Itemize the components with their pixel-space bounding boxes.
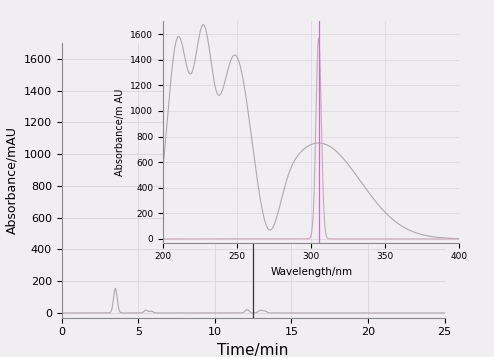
X-axis label: Wavelength/nm: Wavelength/nm xyxy=(270,267,352,277)
Text: I: I xyxy=(253,57,257,70)
X-axis label: Time/min: Time/min xyxy=(217,343,289,357)
Y-axis label: Absorbance/mAU: Absorbance/mAU xyxy=(5,126,18,234)
Y-axis label: Absorbance/m AU: Absorbance/m AU xyxy=(115,89,125,176)
